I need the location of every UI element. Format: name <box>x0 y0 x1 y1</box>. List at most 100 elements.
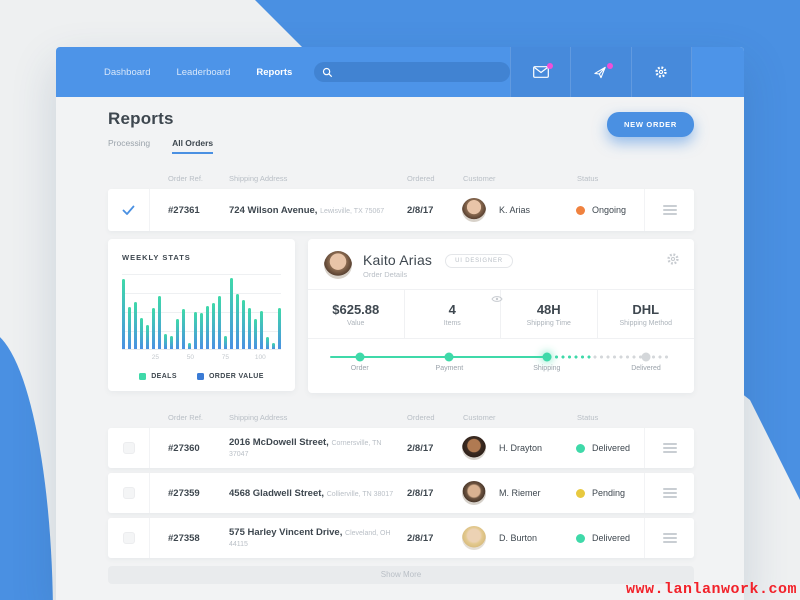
address-street: 4568 Gladwell Street, <box>229 487 325 499</box>
customer-cell: H. Drayton <box>458 436 572 460</box>
customer-name: M. Riemer <box>499 488 541 498</box>
card-settings-button[interactable] <box>666 252 680 266</box>
customer-name: K. Arias <box>499 205 531 215</box>
row-checkbox[interactable] <box>108 473 150 513</box>
gear-icon <box>667 253 679 265</box>
status-cell: Pending <box>572 488 644 498</box>
avatar <box>462 198 486 222</box>
status-label: Ongoing <box>592 205 627 215</box>
orders-table-header: Order Ref. Shipping Address Ordered Cust… <box>108 406 694 428</box>
avatar <box>462 481 486 505</box>
order-ref: #27361 <box>168 204 200 216</box>
status-cell: Delivered <box>572 443 644 453</box>
top-navigation-bar: Dashboard Leaderboard Reports <box>56 47 744 97</box>
address-city: Cornersville, TN 37047 <box>229 440 382 458</box>
customer-name: D. Burton <box>499 533 538 543</box>
order-ref: #27360 <box>168 442 200 454</box>
step-dot-order <box>355 352 365 362</box>
search-input[interactable] <box>314 62 511 82</box>
progress-line-remaining-dotted <box>592 355 672 359</box>
order-ref: #27358 <box>168 532 200 544</box>
notification-badge <box>606 63 613 69</box>
col-customer: Customer <box>463 412 496 422</box>
avatar <box>462 526 486 550</box>
send-button[interactable] <box>570 47 630 97</box>
avatar <box>324 251 352 279</box>
tab-all-orders[interactable]: All Orders <box>172 138 214 154</box>
order-row-selected[interactable]: #27361 724 Wilson Avenue, Lewisville, TX… <box>108 189 694 231</box>
order-row[interactable]: #27359 4568 Gladwell Street, Colliervill… <box>108 473 694 513</box>
customer-cell: D. Burton <box>458 526 572 550</box>
step-dot-payment <box>444 352 454 362</box>
x-tick: 75 <box>221 354 229 361</box>
shipping-address: 2016 McDowell Street, Cornersville, TN 3… <box>224 437 402 459</box>
nav-leaderboard[interactable]: Leaderboard <box>176 66 231 78</box>
legend-swatch <box>196 373 204 380</box>
col-shipping-address: Shipping Address <box>229 173 288 183</box>
row-checkbox[interactable] <box>108 428 150 468</box>
nav-reports[interactable]: Reports <box>256 66 293 78</box>
step-dot-delivered <box>641 352 651 362</box>
stat-value: $625.88 Value <box>308 290 405 338</box>
address-city: Lewisville, TX 75067 <box>320 207 385 215</box>
mail-icon <box>532 66 549 78</box>
order-details-header: Kaito Arias Order Details UI DESIGNER <box>308 239 694 289</box>
step-dot-shipping <box>542 352 552 362</box>
progress-line-active-dotted <box>548 355 592 359</box>
weekly-stats-bar-chart <box>122 274 281 350</box>
row-menu-button[interactable] <box>644 518 694 558</box>
status-cell: Delivered <box>572 533 644 543</box>
show-more-button[interactable]: Show More <box>108 566 694 584</box>
row-checkbox[interactable] <box>108 518 150 558</box>
stat-items: 4 Items <box>405 290 501 338</box>
status-cell: Ongoing <box>572 205 644 215</box>
send-icon <box>594 66 607 78</box>
check-icon <box>122 205 135 215</box>
progress-track <box>330 349 672 365</box>
legend-label: ORDER VALUE <box>208 373 264 380</box>
status-label: Delivered <box>592 533 631 543</box>
col-status: Status <box>577 173 599 183</box>
eye-icon <box>491 295 503 303</box>
tab-processing[interactable]: Processing <box>108 138 151 148</box>
notification-badge <box>546 63 553 69</box>
row-menu-button[interactable] <box>644 428 694 468</box>
order-row[interactable]: #27358 575 Harley Vincent Drive, Clevela… <box>108 518 694 558</box>
page-title: Reports <box>108 109 174 128</box>
status-label: Delivered <box>592 443 631 453</box>
address-street: 2016 McDowell Street, <box>229 437 329 448</box>
row-checkbox-checked[interactable] <box>108 189 150 231</box>
order-date: 2/8/17 <box>407 204 434 216</box>
customer-name: H. Drayton <box>499 443 543 453</box>
watermark-text: www.lanlanwork.com <box>625 581 797 598</box>
step-label: Shipping <box>533 365 561 372</box>
legend-swatch <box>139 373 147 380</box>
tab-bar: Processing All Orders <box>108 138 694 154</box>
row-menu-button[interactable] <box>644 189 694 231</box>
new-order-button[interactable]: NEW ORDER <box>607 112 694 137</box>
messages-button[interactable] <box>510 47 570 97</box>
settings-button[interactable] <box>630 47 692 97</box>
order-date: 2/8/17 <box>407 487 434 499</box>
avatar <box>462 436 486 460</box>
customer-name: Kaito Arias <box>363 251 433 268</box>
x-tick: 50 <box>186 354 194 361</box>
x-tick: 100 <box>254 354 266 361</box>
order-ref: #27359 <box>168 487 200 499</box>
order-row[interactable]: #27360 2016 McDowell Street, Cornersvill… <box>108 428 694 468</box>
stat-shipping-method: DHL Shipping Method <box>598 290 695 338</box>
card-subtitle: Order Details <box>363 269 408 279</box>
stat-label: Shipping Time <box>526 319 571 327</box>
chart-x-axis: 25 50 75 100 <box>122 354 281 366</box>
nav-dashboard[interactable]: Dashboard <box>104 66 151 78</box>
shipping-address: 4568 Gladwell Street, Collierville, TN 3… <box>224 488 402 499</box>
hamburger-icon <box>662 205 677 215</box>
order-details-card: Kaito Arias Order Details UI DESIGNER <box>308 239 694 393</box>
row-menu-button[interactable] <box>644 473 694 513</box>
status-dot <box>576 205 585 215</box>
topbar-icon-group <box>510 47 692 97</box>
address-city: Cleveland, OH 44115 <box>229 530 391 548</box>
status-dot <box>576 533 585 543</box>
hamburger-icon <box>662 533 677 543</box>
gear-icon <box>655 66 667 78</box>
